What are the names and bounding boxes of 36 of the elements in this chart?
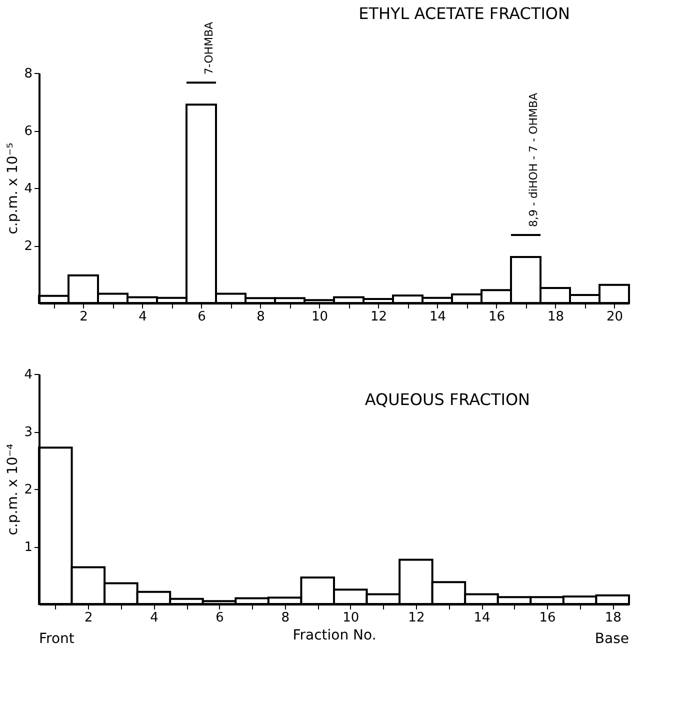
chart-title: ETHYL ACETATE FRACTION bbox=[358, 4, 570, 23]
x-tick-label: 4 bbox=[150, 610, 158, 626]
x-tick-label: 2 bbox=[80, 310, 88, 324]
y-tick-label: 1 bbox=[24, 540, 32, 555]
x-tick-label: 20 bbox=[606, 310, 624, 324]
x-tick-label: 14 bbox=[474, 610, 490, 626]
x-tick-label: 2 bbox=[84, 610, 93, 626]
x-tick-label: 12 bbox=[370, 310, 388, 324]
x-tick-label: 12 bbox=[408, 610, 425, 626]
y-tick-label: 4 bbox=[24, 368, 32, 382]
x-tick-label: 18 bbox=[604, 610, 622, 626]
x-tick-label: 8 bbox=[256, 310, 265, 324]
y-tick-label: 4 bbox=[24, 182, 32, 196]
y-tick-label: 3 bbox=[24, 425, 32, 440]
y-tick-label: 6 bbox=[24, 124, 32, 139]
annotation: 8,9 - diHOH - 7 - OHMBA bbox=[526, 92, 540, 227]
x-axis-title: Fraction No. bbox=[292, 628, 376, 644]
x-tick-label: 8 bbox=[281, 610, 290, 626]
x-tick-label: 6 bbox=[216, 610, 224, 626]
x-tick-label: 10 bbox=[311, 310, 328, 324]
y-tick-label: 8 bbox=[24, 66, 32, 82]
x-tick-label: 6 bbox=[198, 310, 206, 324]
x-tick-label: 10 bbox=[342, 610, 360, 626]
text: Front bbox=[39, 631, 75, 647]
x-tick-label: 16 bbox=[488, 310, 506, 324]
y-tick-label: 2 bbox=[24, 239, 32, 254]
text: Base bbox=[594, 631, 629, 647]
annotation: 7-OHMBA bbox=[202, 21, 216, 75]
x-tick-label: 14 bbox=[429, 310, 446, 324]
x-tick-label: 16 bbox=[539, 610, 556, 626]
y-tick-label: 2 bbox=[24, 482, 32, 498]
y-axis-title: c.p.m. x 10⁻⁵ bbox=[5, 142, 22, 234]
x-tick-label: 18 bbox=[547, 310, 564, 324]
y-axis-title: c.p.m. x 10⁻⁴ bbox=[5, 443, 22, 536]
text: AQUEOUS FRACTION bbox=[364, 390, 530, 409]
x-tick-label: 4 bbox=[138, 310, 147, 324]
